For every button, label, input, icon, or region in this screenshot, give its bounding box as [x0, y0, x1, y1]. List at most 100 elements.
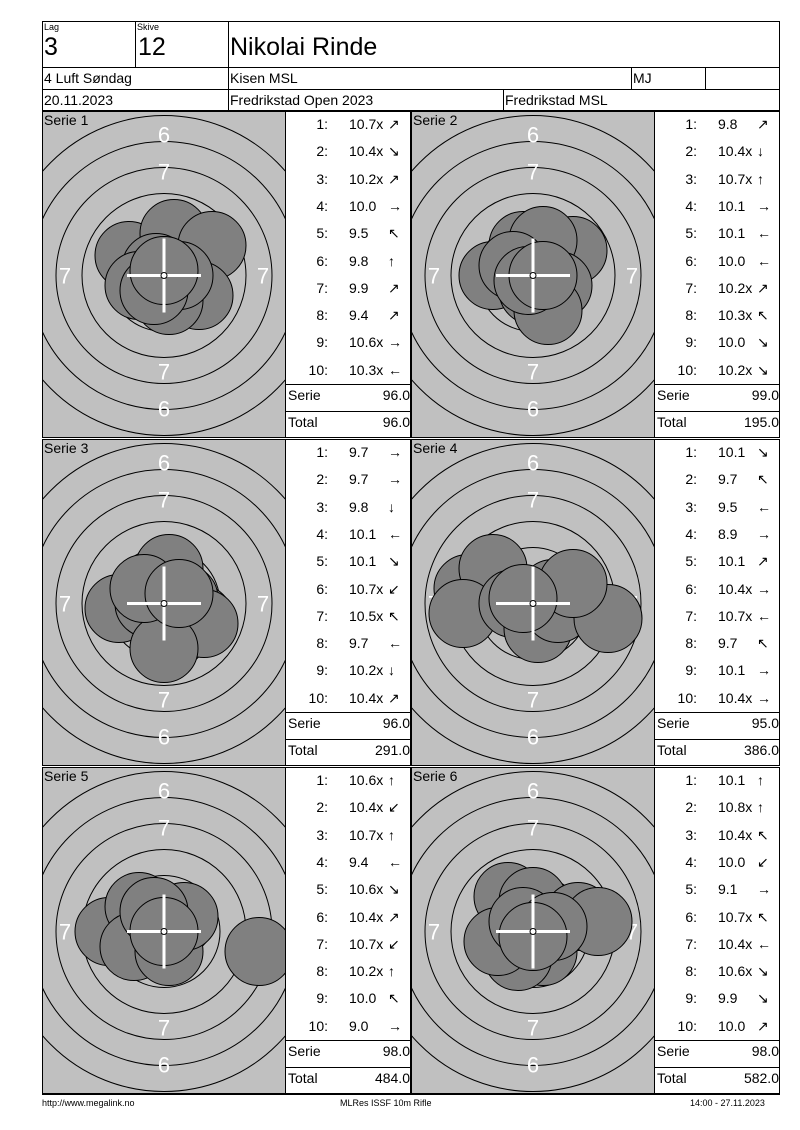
serie-score-label: Serie: [288, 715, 321, 731]
series-panel: 6 7 7 6 7 7 Serie 3 1: 9.7 → 2: 9.7 → 3: 9.8 ↓ 4: 10.1 ← 5:…: [42, 439, 411, 766]
ring-number: 7: [158, 688, 170, 713]
shot-row: 6: 10.7x ↙: [286, 579, 410, 599]
target-ring: [424, 823, 642, 1040]
shot-row: 5: 9.5 ↖: [286, 223, 410, 243]
shot-direction-icon: ←: [757, 225, 771, 242]
target-ring: [43, 115, 285, 436]
serie-score-label: Serie: [288, 387, 321, 403]
ring-number: 6: [527, 397, 539, 422]
shot-list: 1: 10.7x ↗ 2: 10.4x ↘ 3: 10.2x ↗ 4: 10.0 → 5: 9.5 ↖ 6: 9…: [285, 112, 410, 437]
shot-row: 9: 10.0 ↖: [286, 988, 410, 1008]
shot-direction-icon: →: [388, 1017, 402, 1034]
shot-value: 9.7: [349, 635, 369, 652]
total-score-label: Total: [657, 742, 687, 758]
shot-row: 10: 10.4x ↗: [286, 688, 410, 708]
ring-number: 7: [158, 1016, 170, 1041]
shot-direction-icon: ↙: [757, 853, 769, 870]
shot-number: 8:: [316, 963, 328, 980]
ring-number: 7: [527, 1016, 539, 1041]
shot-row: 3: 10.7x ↑: [286, 825, 410, 845]
shot-number: 10:: [677, 689, 697, 706]
shot-direction-icon: ↓: [757, 143, 764, 160]
shot-direction-icon: →: [388, 334, 402, 351]
shot-row: 10: 10.0 ↗: [655, 1016, 779, 1036]
ring-number: 7: [257, 592, 269, 617]
total-score-value: 291.0: [374, 742, 410, 758]
shot-row: 6: 10.4x ↗: [286, 907, 410, 927]
shot-number: 2:: [685, 799, 697, 816]
shot-number: 2:: [316, 471, 328, 488]
target-ring: [43, 141, 285, 410]
ring-number: 6: [158, 123, 170, 148]
shot-number: 2:: [316, 143, 328, 160]
total-score-value: 582.0: [743, 1070, 779, 1086]
shot-number: 5:: [685, 553, 697, 570]
target-ring: [81, 193, 247, 358]
shot-number: 6:: [685, 252, 697, 269]
shot-value: 9.7: [349, 471, 369, 488]
total-score-value: 96.0: [382, 414, 410, 430]
shot-direction-icon: ↑: [757, 799, 764, 816]
series-title: Serie 5: [44, 768, 89, 784]
shot-value: 10.4x: [349, 689, 384, 706]
shot-number: 1:: [685, 444, 697, 460]
shot-row: 3: 10.4x ↖: [655, 825, 779, 845]
total-score-label: Total: [657, 1070, 687, 1086]
shot-direction-icon: ↖: [757, 908, 769, 925]
shot-value: 9.4: [349, 307, 369, 324]
target-ring: [43, 771, 285, 1092]
serie-score-value: 99.0: [751, 387, 779, 403]
shot-row: 5: 10.1 ↘: [286, 551, 410, 571]
shot-value: 10.6x: [349, 772, 384, 788]
shot-number: 8:: [316, 635, 328, 652]
target-ring: [412, 771, 654, 1092]
shot-direction-icon: ↗: [757, 116, 769, 132]
target-ring: [412, 115, 654, 436]
shot-value: 10.1: [718, 553, 746, 570]
serie-score-label: Serie: [657, 1043, 690, 1059]
shot-direction-icon: ↗: [388, 170, 400, 187]
shot-row: 6: 10.4x →: [655, 579, 779, 599]
target-ring: [424, 167, 642, 384]
ring-number: 6: [527, 1053, 539, 1078]
shot-value: 9.5: [718, 498, 738, 515]
shot-direction-icon: ↗: [388, 307, 400, 324]
ring-number: 7: [527, 488, 539, 513]
ring-number: 6: [527, 725, 539, 750]
shot-number: 8:: [685, 635, 697, 652]
shot-direction-icon: ↘: [757, 361, 769, 378]
shot-row: 1: 10.6x ↑: [286, 770, 410, 790]
shot-number: 7:: [685, 279, 697, 296]
ring-number: 7: [158, 360, 170, 385]
shot-direction-icon: ↘: [757, 334, 769, 351]
shot-value: 10.1: [718, 225, 746, 242]
shot-direction-icon: ←: [757, 935, 771, 952]
ring-number: 6: [527, 123, 539, 148]
shot-row: 2: 10.8x ↑: [655, 797, 779, 817]
club-code: MJ: [633, 70, 652, 86]
shot-number: 4:: [685, 525, 697, 542]
shot-direction-icon: ↑: [757, 772, 764, 788]
shot-row: 1: 9.8 ↗: [655, 114, 779, 134]
shot-number: 10:: [677, 1017, 697, 1034]
serie-score-label: Serie: [657, 387, 690, 403]
shot-row: 5: 10.1 ←: [655, 223, 779, 243]
series-title: Serie 1: [44, 112, 89, 128]
shot-value: 10.7x: [349, 116, 384, 132]
shot-number: 10:: [308, 361, 328, 378]
ring-number: 7: [626, 264, 638, 289]
shot-direction-icon: ↖: [388, 990, 400, 1007]
shot-value: 10.4x: [349, 799, 384, 816]
target-ring: [43, 443, 285, 764]
ring-number: 7: [428, 920, 440, 945]
shot-row: 1: 10.7x ↗: [286, 114, 410, 134]
shot-number: 5:: [316, 881, 328, 898]
shot-direction-icon: →: [757, 881, 771, 898]
shot-value: 10.0: [349, 990, 377, 1007]
shot-direction-icon: ↘: [757, 963, 769, 980]
serie-score-label: Serie: [288, 1043, 321, 1059]
shot-number: 9:: [316, 334, 328, 351]
